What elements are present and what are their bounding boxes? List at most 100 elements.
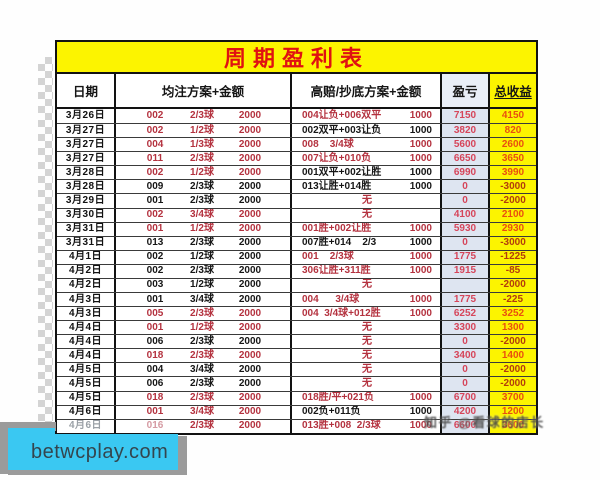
plan-amount: 2000 (238, 321, 262, 333)
plan-amount: 2000 (238, 195, 262, 206)
odds-plan-text: 无 (362, 335, 372, 347)
total-cell: 820 (490, 124, 536, 138)
date-cell: 3月28日 (57, 166, 116, 180)
table-row: 4月2日 003 1/2球 2000 无 -2000 (57, 277, 536, 293)
total-cell: 4150 (490, 109, 536, 124)
table-row: 3月28日 009 2/3球 2000 013让胜+014胜 1000 0 -3… (57, 179, 536, 194)
total-cell: 3600 (490, 419, 536, 433)
plan-code: 001 (146, 406, 164, 418)
date-cell: 4月4日 (57, 321, 116, 335)
plan-type: 2/3球 (190, 180, 214, 192)
odds-plan-amount: 1000 (409, 124, 432, 136)
site-watermark-label: betwcplay.com (31, 440, 169, 463)
avg-plan-cell: 001 2/3球 2000 (116, 194, 292, 208)
odds-plan-cell: 002负+011负 1000 (292, 405, 442, 419)
odds-plan-cell: 无 (292, 377, 442, 391)
total-cell: 3252 (490, 307, 536, 321)
table-row: 4月6日 001 3/4球 2000 002负+011负 1000 4200 1… (57, 404, 536, 419)
odds-plan-text: 无 (362, 363, 372, 375)
total-cell: -2000 (490, 363, 536, 377)
profit-cell: 6650 (442, 152, 490, 166)
plan-amount: 2000 (238, 180, 262, 192)
profit-cell: 6990 (442, 166, 490, 180)
date-cell: 4月2日 (57, 278, 116, 293)
table-row: 3月29日 001 2/3球 2000 无 0 -2000 (57, 193, 536, 208)
profit-table: 周期盈利表 日期 均注方案+金额 高赔/抄底方案+金额 盈亏 总收益 3月26日… (55, 40, 538, 435)
plan-type: 2/3球 (190, 349, 214, 361)
plan-type: 2/3球 (190, 110, 214, 122)
plan-code: 013 (146, 237, 164, 249)
date-cell: 3月28日 (57, 180, 116, 194)
table-row: 4月5日 006 2/3球 2000 无 0 -2000 (57, 376, 536, 391)
odds-plan-amount: 1000 (409, 265, 432, 277)
avg-plan-cell: 002 1/2球 2000 (116, 124, 292, 138)
header-odds-plan: 高赔/抄底方案+金额 (292, 74, 442, 107)
profit-cell: 0 (442, 180, 490, 194)
profit-cell: 6600 (442, 419, 490, 433)
odds-plan-text: 007让负+010负 (302, 152, 372, 164)
avg-plan-cell: 009 2/3球 2000 (116, 180, 292, 194)
table-row: 3月27日 011 2/3球 2000 007让负+010负 1000 6650… (57, 151, 536, 166)
total-cell: 2930 (490, 222, 536, 236)
plan-code: 002 (146, 124, 164, 136)
plan-type: 2/3球 (190, 195, 214, 206)
table-row: 4月4日 001 1/2球 2000 无 3300 1300 (57, 320, 536, 335)
odds-plan-cell: 002双平+003让负 1000 (292, 124, 442, 138)
odds-plan-text: 无 (362, 321, 372, 333)
avg-plan-cell: 004 3/4球 2000 (116, 363, 292, 377)
profit-cell: 7150 (442, 109, 490, 124)
odds-plan-cell: 无 (292, 278, 442, 293)
plan-type: 2/3球 (190, 378, 214, 390)
site-watermark-box: betwcplay.com (8, 434, 178, 470)
total-cell: 1200 (490, 405, 536, 419)
avg-plan-cell: 002 2/3球 2000 (116, 264, 292, 278)
odds-plan-cell: 013胜+008 2/3球 1000 (292, 419, 442, 433)
date-cell: 4月3日 (57, 307, 116, 321)
odds-plan-cell: 无 (292, 335, 442, 349)
avg-plan-cell: 013 2/3球 2000 (116, 236, 292, 250)
total-cell: -1225 (490, 250, 536, 264)
total-cell: -2000 (490, 377, 536, 391)
odds-plan-text: 007胜+014 2/3 (302, 237, 377, 249)
odds-plan-text: 008 3/4球 (302, 138, 354, 150)
plan-type: 3/4球 (190, 363, 214, 375)
odds-plan-text: 001胜+002让胜 (302, 223, 372, 235)
odds-plan-text: 无 (362, 195, 372, 206)
plan-code: 006 (146, 335, 164, 347)
total-cell: 1400 (490, 349, 536, 363)
table-title-bar: 周期盈利表 (57, 42, 536, 74)
plan-amount: 2000 (238, 293, 262, 305)
odds-plan-cell: 004 3/4球 1000 (292, 293, 442, 307)
avg-plan-cell: 001 1/2球 2000 (116, 321, 292, 335)
total-cell: -225 (490, 293, 536, 307)
odds-plan-text: 306让胜+311胜 (302, 265, 371, 277)
odds-plan-text: 无 (362, 209, 372, 221)
odds-plan-text: 无 (362, 378, 372, 390)
plan-type: 1/2球 (190, 124, 214, 136)
plan-type: 2/3球 (190, 335, 214, 347)
odds-plan-cell: 004让负+006双平 1000 (292, 109, 442, 124)
profit-cell: 5600 (442, 138, 490, 152)
date-cell: 3月29日 (57, 194, 116, 208)
date-cell: 4月2日 (57, 264, 116, 278)
plan-amount: 2000 (238, 138, 262, 150)
plan-code: 001 (146, 223, 164, 235)
profit-cell: 4200 (442, 405, 490, 419)
table-row: 4月2日 002 2/3球 2000 306让胜+311胜 1000 1915 … (57, 263, 536, 278)
avg-plan-cell: 001 3/4球 2000 (116, 293, 292, 307)
total-cell: -2000 (490, 194, 536, 208)
header-avg-plan: 均注方案+金额 (116, 74, 292, 107)
avg-plan-cell: 018 2/3球 2000 (116, 391, 292, 405)
plan-code: 003 (146, 279, 164, 291)
table-row: 3月28日 002 1/2球 2000 001双平+002让胜 1000 699… (57, 165, 536, 180)
odds-plan-cell: 无 (292, 349, 442, 363)
odds-plan-amount: 1000 (409, 166, 432, 178)
odds-plan-text: 002负+011负 (302, 406, 361, 418)
odds-plan-cell: 013让胜+014胜 1000 (292, 180, 442, 194)
date-cell: 4月1日 (57, 250, 116, 264)
avg-plan-cell: 002 2/3球 2000 (116, 109, 292, 124)
table-title: 周期盈利表 (223, 46, 369, 71)
plan-code: 001 (146, 293, 164, 305)
total-cell: -2000 (490, 278, 536, 293)
plan-type: 2/3球 (190, 152, 214, 164)
